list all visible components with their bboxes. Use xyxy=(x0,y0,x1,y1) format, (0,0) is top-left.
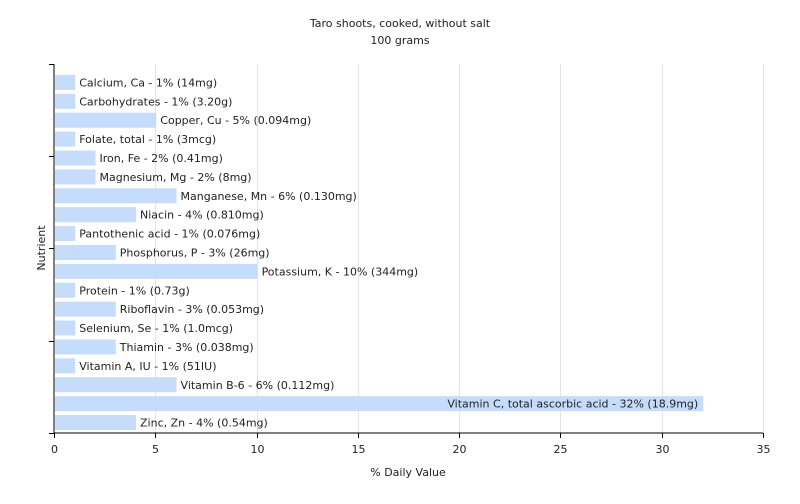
bar xyxy=(55,320,76,336)
x-tick-label: 25 xyxy=(554,443,568,456)
bar xyxy=(55,169,96,185)
bar xyxy=(55,93,76,109)
bar-label: Copper, Cu - 5% (0.094mg) xyxy=(160,114,311,127)
x-tick-label: 20 xyxy=(453,443,467,456)
y-ticks xyxy=(49,64,54,434)
bars: Calcium, Ca - 1% (14mg) Carbohydrates - 1… xyxy=(55,74,704,431)
bar xyxy=(55,188,177,204)
bar xyxy=(55,131,76,147)
chart-title: Taro shoots, cooked, without salt xyxy=(309,17,491,30)
bar-label: Zinc, Zn - 4% (0.54mg) xyxy=(140,417,268,430)
bar-label: Folate, total - 1% (3mcg) xyxy=(79,133,216,146)
bar xyxy=(55,415,137,431)
bar xyxy=(55,150,96,166)
x-tick-label: 30 xyxy=(656,443,670,456)
bar-label: Manganese, Mn - 6% (0.130mg) xyxy=(181,190,357,203)
x-tick-label: 15 xyxy=(352,443,366,456)
x-tick-label: 10 xyxy=(251,443,265,456)
bar-label: Protein - 1% (0.73g) xyxy=(79,284,190,297)
x-tick-label: 35 xyxy=(757,443,771,456)
bar xyxy=(55,396,704,412)
bar-label: Potassium, K - 10% (344mg) xyxy=(262,265,419,278)
x-tick-label: 0 xyxy=(51,443,58,456)
bar-label: Thiamin - 3% (0.038mg) xyxy=(119,341,254,354)
bar xyxy=(55,263,258,279)
chart-subtitle: 100 grams xyxy=(370,34,429,47)
x-ticks: 0 5 10 15 20 25 30 35 xyxy=(51,433,771,456)
x-tick-label: 5 xyxy=(152,443,159,456)
grid-lines xyxy=(155,64,764,433)
bar-label: Vitamin C, total ascorbic acid - 32% (18… xyxy=(447,398,698,411)
bar-label: Pantothenic acid - 1% (0.076mg) xyxy=(79,228,260,241)
bar xyxy=(55,74,76,90)
bar xyxy=(55,358,76,374)
bar-label: Phosphorus, P - 3% (26mg) xyxy=(120,247,270,260)
bar xyxy=(55,112,157,128)
bar-label: Selenium, Se - 1% (1.0mcg) xyxy=(79,322,233,335)
bar-label: Magnesium, Mg - 2% (8mg) xyxy=(100,171,252,184)
x-axis-label: % Daily Value xyxy=(370,466,446,479)
bar-label: Carbohydrates - 1% (3.20g) xyxy=(79,95,232,108)
bar xyxy=(55,207,137,223)
bar-label: Calcium, Ca - 1% (14mg) xyxy=(79,76,217,89)
bar-label: Iron, Fe - 2% (0.41mg) xyxy=(100,152,223,165)
bar-label: Riboflavin - 3% (0.053mg) xyxy=(120,303,264,316)
bar xyxy=(55,245,116,260)
bar xyxy=(55,226,76,242)
y-axis-label: Nutrient xyxy=(35,225,48,271)
bar-label: Vitamin B-6 - 6% (0.112mg) xyxy=(181,379,335,392)
bar xyxy=(55,339,116,355)
bar xyxy=(55,301,116,317)
bar xyxy=(55,282,76,298)
bar-label: Niacin - 4% (0.810mg) xyxy=(140,209,264,222)
bar-label: Vitamin A, IU - 1% (51IU) xyxy=(79,360,216,373)
bar xyxy=(55,377,177,393)
